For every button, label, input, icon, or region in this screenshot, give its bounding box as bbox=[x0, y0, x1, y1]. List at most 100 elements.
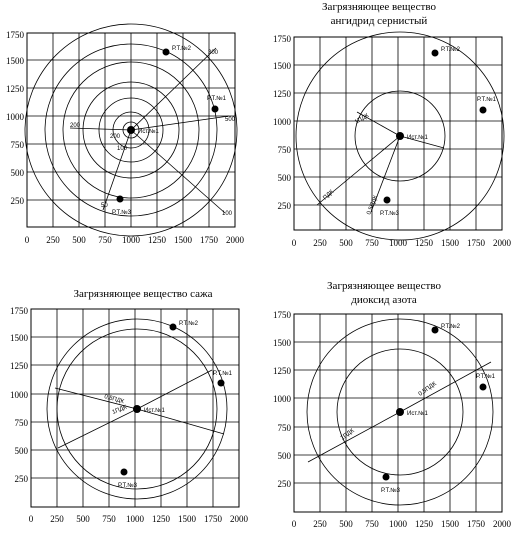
panel-bottom-right: Загрязняющее вещество диоксид азота 0,5П… bbox=[273, 280, 512, 529]
svg-text:250: 250 bbox=[313, 238, 327, 248]
svg-text:1000: 1000 bbox=[273, 394, 292, 404]
ray-label-bl-1: 0,5ПДК bbox=[103, 394, 125, 405]
ray-label-tl-5: 50 bbox=[101, 203, 108, 209]
circles-bottom-left bbox=[46, 318, 228, 500]
receptor-label-bl-2: Р.Т.№2 bbox=[179, 320, 199, 327]
svg-text:1750: 1750 bbox=[467, 238, 486, 248]
receptor-label-tl-2: Р.Т.№2 bbox=[172, 45, 192, 52]
source-marker-br bbox=[396, 408, 404, 416]
svg-text:1500: 1500 bbox=[10, 333, 29, 343]
panel-top-left: 500 300 200 100 50 200 100 Ист.№1 Р.Т.№2… bbox=[6, 23, 245, 245]
svg-text:1750: 1750 bbox=[200, 235, 219, 245]
svg-text:0: 0 bbox=[292, 519, 297, 529]
svg-text:250: 250 bbox=[313, 519, 327, 529]
source-label-br: Ист.№1 bbox=[407, 410, 428, 417]
y-ticks-bottom-right: 1750 1500 1250 1000 750 500 250 bbox=[273, 310, 292, 489]
x-ticks-top-right: 0 250 500 750 1000 1250 1500 1750 2000 bbox=[292, 238, 512, 248]
svg-text:750: 750 bbox=[278, 423, 292, 433]
x-ticks-top-left: 0 250 500 750 1000 1250 1500 1750 2000 bbox=[25, 235, 245, 245]
svg-text:2000: 2000 bbox=[230, 514, 249, 524]
svg-text:1500: 1500 bbox=[273, 338, 292, 348]
svg-text:2000: 2000 bbox=[226, 235, 245, 245]
frame-top-right bbox=[293, 36, 503, 231]
source-marker-bl bbox=[133, 405, 141, 413]
svg-text:250: 250 bbox=[50, 514, 64, 524]
receptor-marker-tr-2 bbox=[431, 49, 439, 57]
receptor-marker-tl-2 bbox=[162, 48, 170, 56]
receptor-marker-tr-3 bbox=[383, 196, 391, 204]
svg-text:750: 750 bbox=[278, 145, 292, 155]
receptor-label-br-3: Р.Т.№3 bbox=[381, 487, 401, 494]
svg-text:500: 500 bbox=[15, 446, 29, 456]
svg-text:1000: 1000 bbox=[6, 112, 25, 122]
svg-text:1250: 1250 bbox=[415, 238, 434, 248]
svg-text:0: 0 bbox=[25, 235, 30, 245]
svg-text:1000: 1000 bbox=[389, 238, 408, 248]
svg-text:500: 500 bbox=[278, 173, 292, 183]
receptor-label-br-1: Р.Т.№1 bbox=[476, 373, 496, 380]
receptor-label-tl-1: Р.Т.№1 bbox=[207, 95, 227, 102]
svg-text:750: 750 bbox=[98, 235, 112, 245]
title-line-1-bottom-right: Загрязняющее вещество bbox=[327, 280, 441, 292]
receptor-label-tr-1: Р.Т.№1 bbox=[477, 96, 497, 103]
svg-text:250: 250 bbox=[11, 196, 25, 206]
grid-top-left bbox=[27, 33, 235, 227]
svg-text:1250: 1250 bbox=[148, 235, 167, 245]
svg-text:500: 500 bbox=[11, 168, 25, 178]
panel-bottom-left: Загрязняющее вещество сажа 0,5ПДК 1ПДК И… bbox=[10, 288, 249, 524]
svg-text:250: 250 bbox=[15, 474, 29, 484]
receptor-marker-tr-1 bbox=[479, 106, 487, 114]
svg-text:1250: 1250 bbox=[6, 84, 25, 94]
title-line-2-top-right: ангидрид сернистый bbox=[331, 15, 428, 27]
svg-text:2000: 2000 bbox=[493, 519, 512, 529]
title-line-2-bottom-right: диоксид азота bbox=[351, 294, 417, 306]
rays-bottom-left bbox=[54, 369, 225, 449]
ray-label-tl-1: 500 bbox=[225, 117, 236, 123]
receptor-marker-bl-1 bbox=[217, 379, 225, 387]
source-label-tl: Ист.№1 bbox=[138, 128, 159, 135]
svg-text:1500: 1500 bbox=[174, 235, 193, 245]
svg-text:750: 750 bbox=[365, 238, 379, 248]
svg-text:1000: 1000 bbox=[126, 514, 145, 524]
svg-text:0: 0 bbox=[292, 238, 297, 248]
title-line-1-bottom-left: Загрязняющее вещество сажа bbox=[73, 288, 212, 300]
svg-text:1500: 1500 bbox=[178, 514, 197, 524]
source-marker-tl bbox=[127, 126, 135, 134]
source-label-tr: Ист.№1 bbox=[407, 134, 428, 141]
grid-bottom-left bbox=[31, 309, 239, 507]
frame-top-left bbox=[26, 32, 236, 228]
receptor-marker-bl-3 bbox=[120, 468, 128, 476]
ray-label-tl-2: 300 bbox=[208, 50, 219, 56]
receptor-marker-br-1 bbox=[479, 383, 487, 391]
ray-label-tr-3: ПДК bbox=[322, 189, 335, 202]
svg-text:0: 0 bbox=[29, 514, 34, 524]
svg-text:1250: 1250 bbox=[152, 514, 171, 524]
svg-text:1000: 1000 bbox=[10, 390, 29, 400]
receptor-label-bl-3: Р.Т.№3 bbox=[118, 482, 138, 489]
receptor-marker-br-2 bbox=[431, 326, 439, 334]
svg-text:500: 500 bbox=[339, 519, 353, 529]
circles-top-right bbox=[295, 31, 505, 241]
svg-text:1750: 1750 bbox=[273, 34, 292, 44]
svg-text:1500: 1500 bbox=[6, 56, 25, 66]
rays-top-right bbox=[316, 111, 445, 213]
receptor-marker-bl-2 bbox=[169, 323, 177, 331]
ray-label-tl-3: 200 bbox=[70, 123, 81, 129]
y-ticks-bottom-left: 1750 1500 1250 1000 750 500 250 bbox=[10, 306, 29, 484]
grid-bottom-right bbox=[294, 314, 502, 512]
source-marker-tr bbox=[396, 132, 404, 140]
receptor-marker-tl-1 bbox=[211, 105, 219, 113]
svg-text:1250: 1250 bbox=[273, 366, 292, 376]
svg-text:1750: 1750 bbox=[6, 30, 25, 40]
receptor-label-bl-1: Р.Т.№1 bbox=[213, 370, 233, 377]
y-ticks-top-right: 1750 1500 1250 1000 750 500 250 bbox=[273, 34, 292, 211]
svg-text:250: 250 bbox=[46, 235, 60, 245]
svg-text:250: 250 bbox=[278, 479, 292, 489]
receptor-label-br-2: Р.Т.№2 bbox=[441, 323, 461, 330]
svg-text:750: 750 bbox=[102, 514, 116, 524]
svg-text:500: 500 bbox=[339, 238, 353, 248]
svg-text:1250: 1250 bbox=[273, 89, 292, 99]
panel-top-right: Загрязняющее вещество ангидрид сернистый… bbox=[273, 1, 512, 248]
svg-text:1000: 1000 bbox=[273, 117, 292, 127]
